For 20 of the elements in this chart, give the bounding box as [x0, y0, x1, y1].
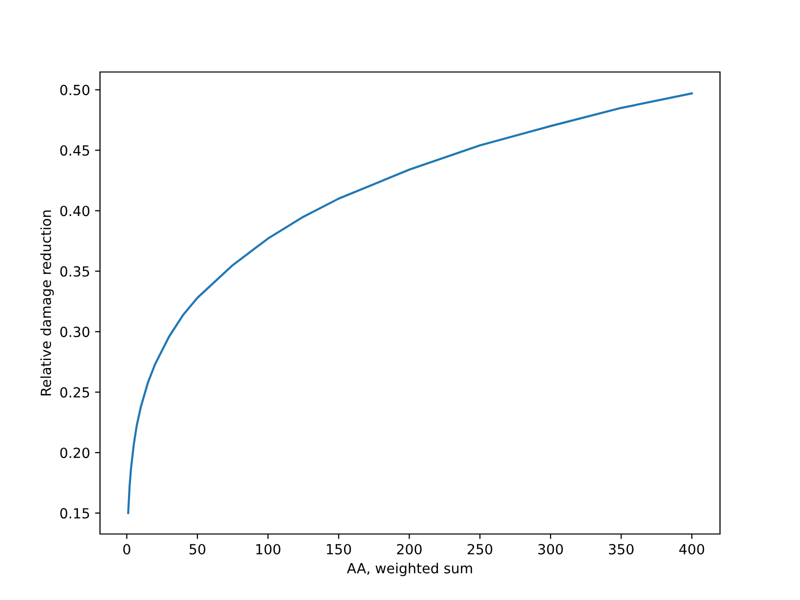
line-series [127, 92, 693, 514]
x-tick-label: 150 [326, 544, 351, 554]
x-tick-label: 100 [256, 544, 280, 554]
y-tick-label: 0.35 [60, 266, 90, 277]
x-tick-label: 350 [608, 544, 634, 554]
x-tick-label: 50 [190, 544, 206, 554]
y-tick-label: 0.45 [60, 145, 90, 156]
x-tick-label: 250 [468, 544, 492, 554]
x-tick-label: 400 [679, 544, 704, 554]
x-tick-label: 200 [397, 544, 422, 554]
x-tick-label: 300 [538, 544, 563, 554]
x-axis-title: AA, weighted sum [346, 562, 472, 576]
x-tick-label: 0 [123, 544, 130, 554]
y-axis-title: Relative damage reduction [40, 210, 54, 396]
y-tick-label: 0.25 [60, 387, 90, 398]
y-tick-label: 0.15 [60, 508, 90, 519]
y-tick-label: 0.20 [60, 448, 90, 458]
y-tick-label: 0.50 [60, 84, 90, 96]
y-tick-label: 0.30 [60, 326, 90, 338]
y-tick-label: 0.40 [60, 206, 90, 216]
